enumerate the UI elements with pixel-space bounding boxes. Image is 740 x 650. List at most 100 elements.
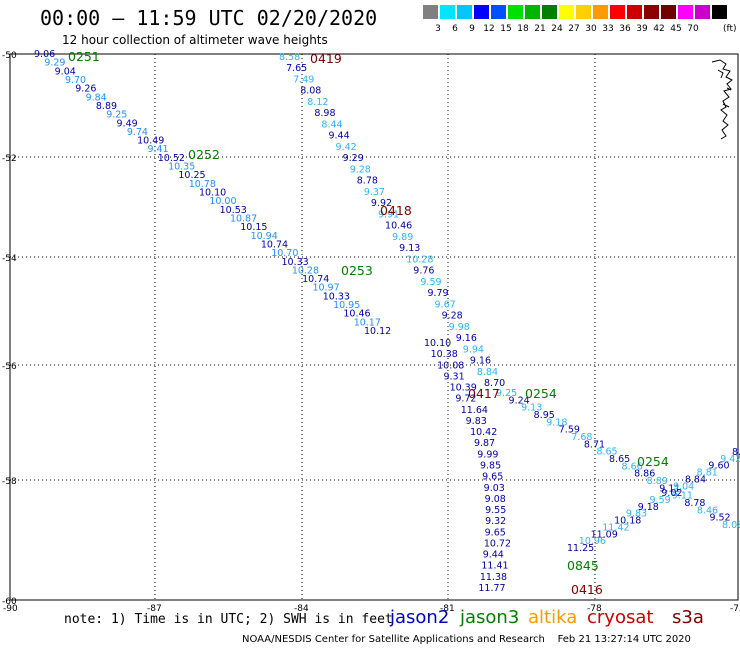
swh-value: 9.59 [650, 495, 671, 506]
swh-value: 8.95 [534, 410, 555, 421]
swh-value: 10.42 [470, 427, 497, 438]
coastline-path [711, 59, 733, 140]
legend-swatch [559, 5, 574, 19]
page-subtitle: 12 hour collection of altimeter wave hei… [62, 33, 328, 47]
swh-value: 10.39 [450, 383, 477, 394]
sat-jason2: jason2 [390, 607, 450, 628]
swh-value: 9.83 [466, 416, 487, 427]
legend-swatch [576, 5, 591, 19]
lon-label: -78 [587, 604, 602, 614]
swh-value: 9.44 [483, 550, 504, 561]
swh-value: 9.91 [378, 209, 399, 220]
legend-swatch [695, 5, 710, 19]
swh-value: 8.78 [357, 176, 378, 187]
swh-value: 9.28 [442, 311, 463, 322]
legend-level-label: 36 [619, 24, 631, 34]
lat-label: -60 [2, 597, 17, 607]
legend-level-label: 9 [469, 24, 475, 34]
lon-label: -90 [3, 604, 18, 614]
swh-value: 9.67 [435, 299, 456, 310]
swh-value: 8.78 [684, 498, 705, 509]
swh-value: 9.06 [34, 49, 55, 60]
swh-value: 10.33 [323, 291, 350, 302]
lat-label: -56 [2, 362, 17, 372]
swh-value: 10.28 [292, 265, 319, 276]
legend-level-label: 12 [483, 24, 495, 34]
legend-level-label: 45 [670, 24, 682, 34]
legend-swatch [491, 5, 506, 19]
satellite-tracks: 9.069.299.049.709.269.848.899.259.499.74… [34, 49, 740, 594]
lon-label: -87 [147, 604, 162, 614]
sat-jason3: jason3 [460, 607, 520, 628]
legend-level-label: 3 [435, 24, 441, 34]
swh-value: 7.59 [559, 425, 580, 436]
swh-value: 7.65 [286, 63, 307, 74]
swh-value: 9.31 [443, 371, 464, 382]
swh-value: 9.60 [708, 461, 729, 472]
legend-swatch [457, 5, 472, 19]
swh-value: 8.58 [279, 52, 300, 63]
swh-value: 8.12 [307, 97, 328, 108]
pass-id-label: 0416 [571, 582, 603, 597]
legend-swatch [627, 5, 642, 19]
pass-id-label: 0418 [380, 203, 412, 218]
swh-value: 9.25 [106, 110, 127, 121]
legend-level-label: 70 [687, 24, 699, 34]
swh-value: 10.08 [437, 360, 464, 371]
swh-value: 9.26 [75, 84, 96, 95]
legend-swatch [474, 5, 489, 19]
swh-value: 9.04 [673, 481, 694, 492]
axis-labels: -50 -52 -54 -56 -58 -60-90 -87 -84 -81 -78 -75 [2, 51, 740, 614]
sat-altika: altika [528, 607, 578, 628]
lat-label: -50 [2, 51, 17, 61]
swh-value: 9.79 [427, 288, 448, 299]
swh-value: 9.41 [147, 144, 168, 155]
swh-value: 9.13 [521, 403, 542, 414]
swh-value: 10.49 [137, 136, 164, 147]
swh-value: 9.08 [485, 494, 506, 505]
legend-level-label: 15 [500, 24, 512, 34]
swh-value: 11.64 [461, 405, 488, 416]
swh-value: 8.71 [584, 439, 605, 450]
sat-s3a: s3a [672, 607, 704, 628]
swh-value: 11.09 [591, 529, 618, 540]
swh-value: 10.74 [261, 239, 288, 250]
swh-value: 8.08 [722, 520, 740, 531]
legend-swatch [644, 5, 659, 19]
swh-value: 7.49 [293, 74, 314, 85]
swh-value: 9.29 [343, 153, 364, 164]
swh-value: 10.46 [385, 221, 412, 232]
legend-swatch [508, 5, 523, 19]
swh-value: 8.08 [300, 86, 321, 97]
legend-level-label: 21 [534, 24, 546, 34]
swh-value: 9.76 [413, 266, 434, 277]
swh-value: 8.89 [647, 476, 668, 487]
legend-unit: (ft) [723, 24, 737, 34]
swh-value: 9.37 [364, 187, 385, 198]
legend-level-label: 18 [517, 24, 529, 34]
swh-value: 9.42 [720, 454, 740, 465]
swh-value: 8.46 [697, 505, 718, 516]
swh-value: 10.10 [199, 188, 226, 199]
swh-value: 9.02 [661, 488, 682, 499]
swh-value: 10.96 [579, 536, 606, 547]
swh-value: 8.84 [477, 367, 498, 378]
swh-value: 9.32 [485, 516, 506, 527]
note-text: note: 1) Time is in UTC; 2) SWH is in fe… [64, 612, 393, 627]
swh-value: 9.72 [455, 394, 476, 405]
swh-value: 9.16 [470, 356, 491, 367]
legend-swatch [661, 5, 676, 19]
swh-value: 10.52 [158, 153, 185, 164]
swh-value: 10.78 [189, 179, 216, 190]
swh-value: 8.86 [634, 469, 655, 480]
swh-value: 8.65 [596, 447, 617, 458]
swh-value: 9.65 [482, 472, 503, 483]
swh-value: 7.68 [571, 432, 592, 443]
pass-id-label: 0254 [637, 454, 669, 469]
legend-level-label: 39 [636, 24, 648, 34]
legend-swatch [525, 5, 540, 19]
swh-value: 10.53 [220, 205, 247, 216]
swh-value: 8.18 [732, 447, 740, 458]
pass-id-label: 0417 [468, 386, 500, 401]
